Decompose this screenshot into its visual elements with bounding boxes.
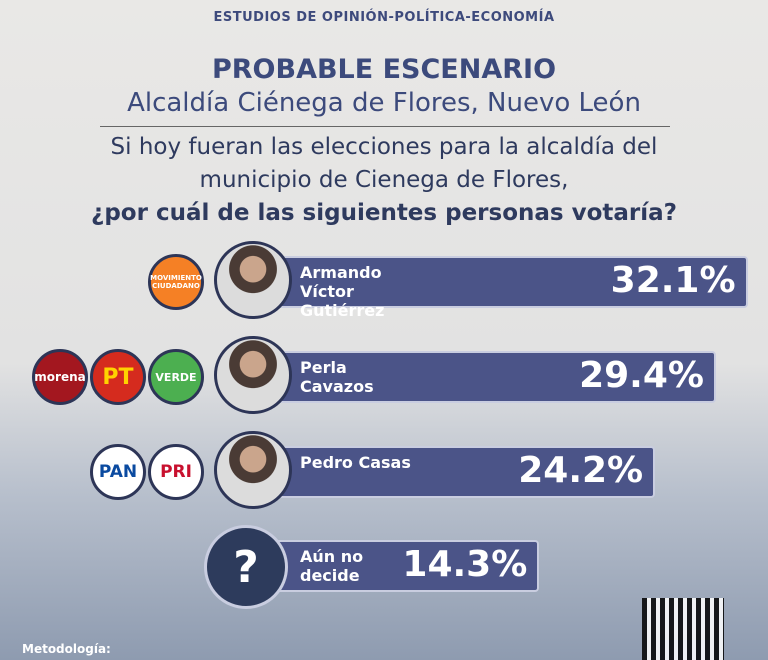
- value-label: 14.3%: [402, 544, 528, 585]
- value-label: 29.4%: [579, 355, 704, 396]
- party-logo: morena: [32, 349, 88, 405]
- bar: [262, 351, 716, 403]
- footer: Metodología:: [22, 642, 111, 656]
- qr-code: [642, 598, 724, 660]
- party-logo: PAN: [90, 444, 146, 500]
- value-label: 24.2%: [518, 450, 644, 491]
- candidate-photo: [214, 431, 292, 509]
- question-line: municipio de Cienega de Flores,: [199, 167, 569, 193]
- candidate-name: Aún no decide: [300, 547, 364, 585]
- party-logo: VERDE: [148, 349, 204, 405]
- divider: [100, 126, 670, 127]
- header: ESTUDIOS DE OPINIÓN-POLÍTICA-ECONOMÍA: [213, 10, 555, 25]
- value-label: 32.1%: [610, 260, 736, 301]
- candidate-name: Pedro Casas: [300, 453, 411, 472]
- bar: [262, 540, 540, 592]
- party-logo: PT: [90, 349, 146, 405]
- bar: [262, 256, 748, 308]
- question-line: ¿por cuál de las siguientes personas vot…: [91, 200, 677, 226]
- party-logo: PRI: [148, 444, 204, 500]
- candidate-photo: [214, 336, 292, 414]
- party-logo: MOVIMIENTO CIUDADANO: [148, 254, 204, 310]
- undecided-icon: ?: [204, 525, 288, 609]
- bar: [262, 446, 656, 498]
- candidate-name: Armando Víctor Gutiérrez: [300, 263, 385, 320]
- question-line: Si hoy fueran las elecciones para la alc…: [110, 134, 658, 160]
- candidate-name: Perla Cavazos: [300, 358, 374, 396]
- chart-subtitle: Alcaldía Ciénega de Flores, Nuevo León: [127, 88, 641, 118]
- candidate-photo: [214, 241, 292, 319]
- chart-title: PROBABLE ESCENARIO: [211, 54, 557, 85]
